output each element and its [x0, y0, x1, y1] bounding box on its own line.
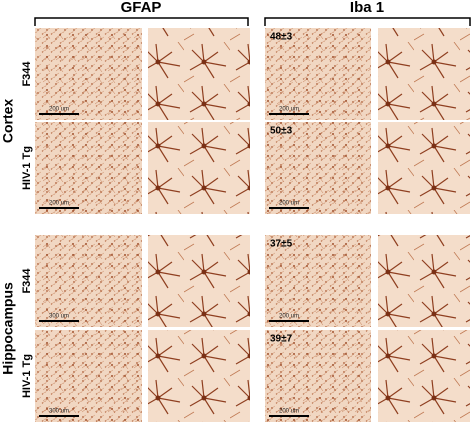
micrograph [148, 122, 250, 214]
micrograph [378, 330, 470, 422]
scale-bar-label: 300 um [49, 409, 69, 415]
cell-count: 37±5 [270, 239, 293, 250]
micrograph-texture [35, 28, 142, 120]
scale-bar-label: 200 um [279, 409, 299, 415]
micrograph [148, 235, 250, 327]
micrograph [378, 122, 470, 214]
scale-bar-label: 200 um [279, 314, 299, 320]
row-label: HIV-1 Tg [21, 354, 33, 398]
micrograph-texture [265, 235, 371, 327]
row-label: HIV-1 Tg [21, 146, 33, 190]
column-header: Iba 1 [350, 0, 384, 16]
column-header: GFAP [121, 0, 162, 16]
scale-bar-label: 200 um [279, 107, 299, 113]
iba-header: Iba 1 [264, 0, 471, 26]
gfap-header: GFAP [34, 0, 249, 26]
micrograph-texture [265, 122, 371, 214]
micrograph-texture [35, 330, 142, 422]
region-label: Cortex [0, 99, 16, 144]
cell-count: 50±3 [270, 126, 293, 137]
micrograph [378, 28, 470, 120]
scale-bar-label: 200 um [49, 201, 69, 207]
scale-bar-label: 200 um [49, 107, 69, 113]
micrograph [378, 235, 470, 327]
row-label: F344 [21, 268, 33, 294]
micrograph-texture [265, 330, 371, 422]
cell-count: 48±3 [270, 32, 293, 43]
cell-count: 39±7 [270, 334, 293, 345]
region-label: Hippocampus [0, 282, 16, 375]
bracket [34, 17, 249, 26]
row-label: F344 [21, 61, 33, 87]
bracket [264, 17, 471, 26]
micrograph-texture [35, 122, 142, 214]
micrograph [148, 28, 250, 120]
micrograph [148, 330, 250, 422]
micrograph-texture [265, 28, 371, 120]
micrograph-texture [35, 235, 142, 327]
scale-bar-label: 300 um [49, 314, 69, 320]
scale-bar-label: 200 um [279, 201, 299, 207]
